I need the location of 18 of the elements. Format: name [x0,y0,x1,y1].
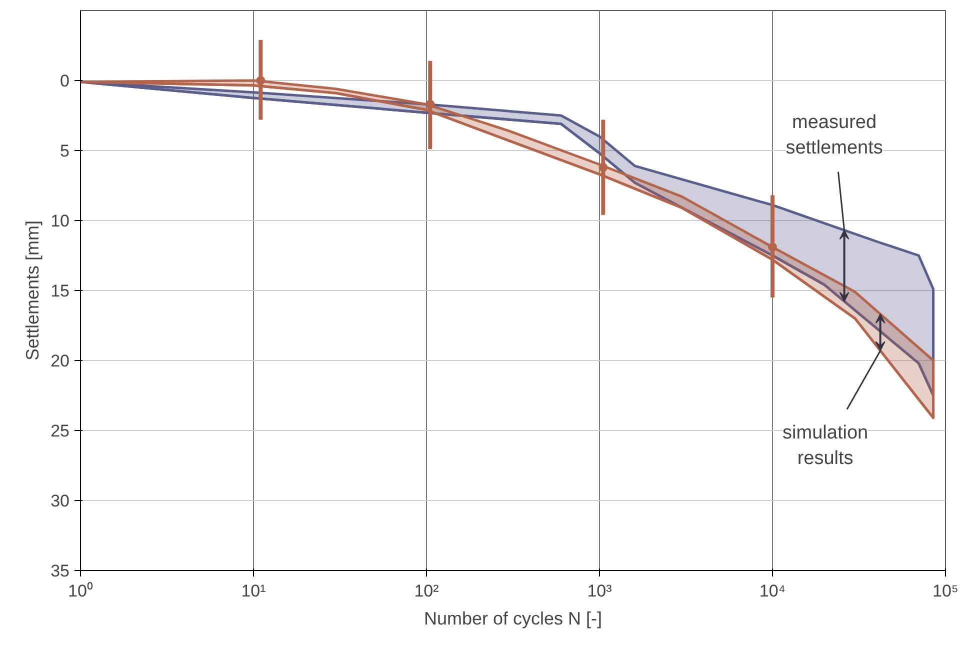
x-tick-label: 10⁵ [932,582,958,600]
y-tick-label: 15 [50,282,70,300]
y-tick-label: 10 [50,212,70,230]
y-tick-label: 20 [50,352,70,370]
x-tick-label: 10⁰ [68,582,93,600]
x-axis-title: Number of cycles N [-] [424,608,602,628]
y-tick-label: 25 [50,422,70,440]
annotation: measured settlements [786,112,883,158]
y-axis-title: Settlements [mm] [22,220,43,361]
x-tick-label: 10⁴ [759,582,786,600]
x-tick-label: 10² [414,582,440,600]
annotation: simulation results [782,422,868,469]
x-tick-label: 10¹ [241,582,266,600]
y-tick-label: 35 [50,562,70,580]
y-tick-label: 0 [60,72,70,90]
y-tick-label: 30 [50,492,70,510]
x-tick-label: 10³ [587,582,612,600]
y-tick-label: 5 [60,142,70,160]
